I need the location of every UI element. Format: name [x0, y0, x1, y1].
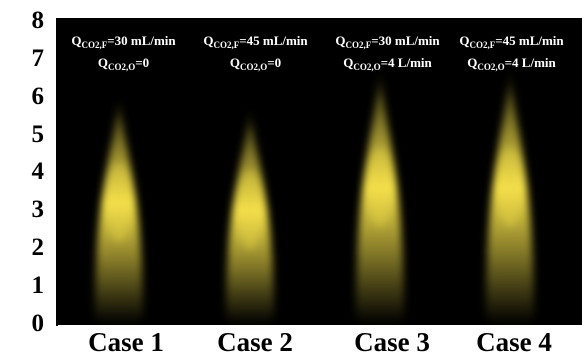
panel-4-condition: QCO2,F=45 mL/min QCO2,O=4 L/min [439, 33, 582, 72]
panel-1-condition-line-1: QCO2,F=30 mL/min [71, 33, 176, 50]
y-tick-label: 5 [31, 120, 45, 148]
flame-2-core [238, 170, 262, 251]
panel-1-condition-line-2: QCO2,O=0 [97, 55, 150, 72]
case-2-label: Case 2 [217, 327, 293, 357]
y-tick-label: 3 [31, 196, 45, 224]
flame-3-core [368, 147, 392, 228]
y-tick-label: 4 [31, 158, 45, 186]
case-3-label: Case 3 [354, 327, 430, 357]
y-tick-label: 7 [31, 44, 45, 72]
panel-3-condition-line-2: QCO2,O=4 L/min [343, 55, 432, 72]
panel-1-condition: QCO2,F=30 mL/min QCO2,O=0 [51, 33, 196, 72]
flame-1-core [107, 162, 131, 243]
panel-2-condition-line-1: QCO2,F=45 mL/min [203, 33, 308, 50]
panel-3-condition-line-1: QCO2,F=30 mL/min [335, 33, 440, 50]
panel-4-condition-line-1: QCO2,F=45 mL/min [459, 33, 564, 50]
y-tick-label: 8 [31, 6, 45, 34]
flame-4-core [498, 147, 522, 228]
case-1-label: Case 1 [88, 327, 164, 357]
panel-3-condition: QCO2,F=30 mL/min QCO2,O=4 L/min [315, 33, 460, 72]
y-tick-label: 1 [31, 272, 45, 300]
panel-4-condition-line-2: QCO2,O=4 L/min [467, 55, 556, 72]
y-tick-label: 0 [31, 310, 45, 337]
case-4-label: Case 4 [476, 327, 552, 357]
panel-2-condition-line-2: QCO2,O=0 [229, 55, 282, 72]
y-tick-label: 6 [31, 82, 45, 110]
y-tick-label: 2 [31, 234, 45, 262]
panel-2-condition: QCO2,F=45 mL/min QCO2,O=0 [183, 33, 328, 72]
